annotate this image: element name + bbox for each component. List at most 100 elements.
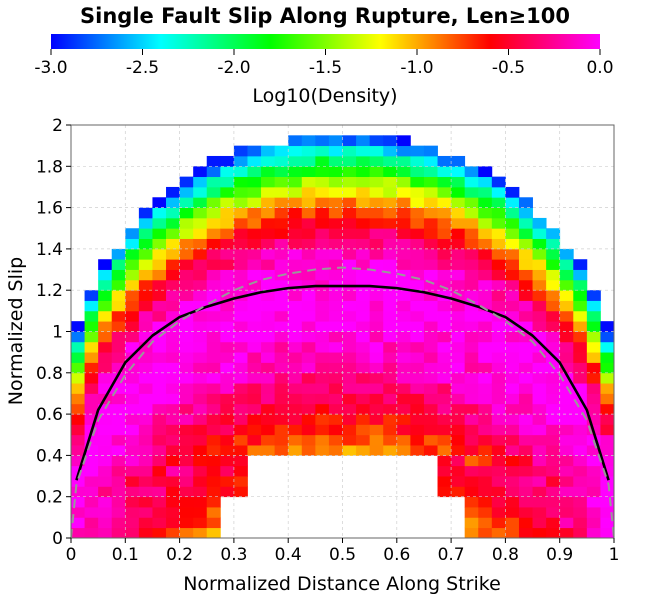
heatmap-cell [193,465,208,477]
heatmap-cell [315,445,330,456]
heatmap-cell [193,486,208,498]
heatmap-cell [410,424,425,436]
heatmap-cell [111,383,126,394]
heatmap-cell [396,414,411,425]
heatmap-cell [233,434,248,446]
heatmap-cell [220,331,235,343]
heatmap-cell [138,238,153,250]
heatmap-cell [464,445,479,456]
heatmap-cell [138,372,153,384]
heatmap-cell [410,445,425,456]
heatmap-cell [220,352,235,363]
heatmap-cell [111,259,126,270]
heatmap-cell [437,259,452,270]
heatmap-cell [111,362,126,374]
heatmap-cell [600,383,614,394]
heatmap-cell [573,424,588,436]
heatmap-cell [220,300,235,312]
heatmap-cell [491,238,506,250]
heatmap-cell [301,166,316,178]
heatmap-cell [247,445,262,456]
heatmap-cell [559,403,574,415]
heatmap-cell [478,393,493,405]
heatmap-cell [532,290,547,301]
heatmap-cell [247,393,262,405]
heatmap-cell [559,269,574,281]
heatmap-cell [451,310,466,322]
heatmap-cell [396,321,411,332]
x-tick-label: 0.2 [166,545,193,565]
dashed-line [71,266,614,538]
heatmap-cell [573,403,588,415]
heatmap-cell [152,445,167,456]
heatmap-cell [546,403,561,415]
heatmap-cell [247,403,262,415]
heatmap-cell [193,217,208,229]
heatmap-cell [179,455,194,467]
heatmap-cell [383,300,398,312]
y-tick-label: 0.8 [36,364,63,384]
heatmap-cell [396,217,411,229]
heatmap-cell [342,197,357,208]
heatmap-cell [518,238,533,250]
heatmap-cell [559,465,574,477]
heatmap-cell [437,217,452,229]
heatmap-cell [193,300,208,312]
heatmap-cell [247,434,262,446]
heatmap-cell [491,455,506,467]
heatmap-cell [301,197,316,208]
heatmap-cell [193,517,208,529]
heatmap-cell [342,403,357,415]
heatmap-cell [410,197,425,208]
heatmap-cell [505,300,520,312]
heatmap-cell [206,197,221,208]
heatmap-cell [261,300,276,312]
heatmap-cell [396,176,411,188]
heatmap-cell [451,207,466,219]
heatmap-cell [98,310,113,322]
heatmap-cell [206,434,221,446]
heatmap-cell [410,372,425,384]
heatmap-cell [518,414,533,425]
heatmap-cell [98,362,113,374]
heatmap-cell [464,331,479,343]
heatmap-cell [125,352,140,363]
heatmap-cell [573,290,588,301]
heatmap-cell [315,228,330,239]
heatmap-cell [98,383,113,394]
heatmap-cell [573,310,588,322]
heatmap-cell [559,445,574,456]
heatmap-cell [464,217,479,229]
heatmap-cell [125,310,140,322]
heatmap-cell [98,290,113,301]
heatmap-cell [84,331,99,343]
heatmap-cell [233,476,248,487]
heatmap-cell [478,207,493,219]
heatmap-cell [247,352,262,363]
heatmap-cell [437,197,452,208]
heatmap-cell [274,321,289,332]
heatmap-cell [206,424,221,436]
heatmap-cell [166,424,181,436]
heatmap-cell [220,228,235,239]
heatmap-cell [369,145,384,157]
heatmap-cell [505,507,520,518]
heatmap-cell [152,476,167,487]
heatmap-cell [546,445,561,456]
heatmap-cell [451,217,466,229]
x-tick-label: 0.6 [383,545,410,565]
heatmap-cell [491,527,506,538]
heatmap-cell [152,496,167,508]
heatmap-cell [193,341,208,353]
heatmap-cell [301,352,316,363]
heatmap-cell [369,207,384,219]
heatmap-cell [464,434,479,446]
heatmap-cell [71,507,85,518]
heatmap-cell [532,259,547,270]
heatmap-cell [532,248,547,260]
heatmap-cell [546,331,561,343]
heatmap-cell [301,248,316,260]
heatmap-cell [478,517,493,529]
heatmap-cell [138,362,153,374]
heatmap-cell [573,414,588,425]
